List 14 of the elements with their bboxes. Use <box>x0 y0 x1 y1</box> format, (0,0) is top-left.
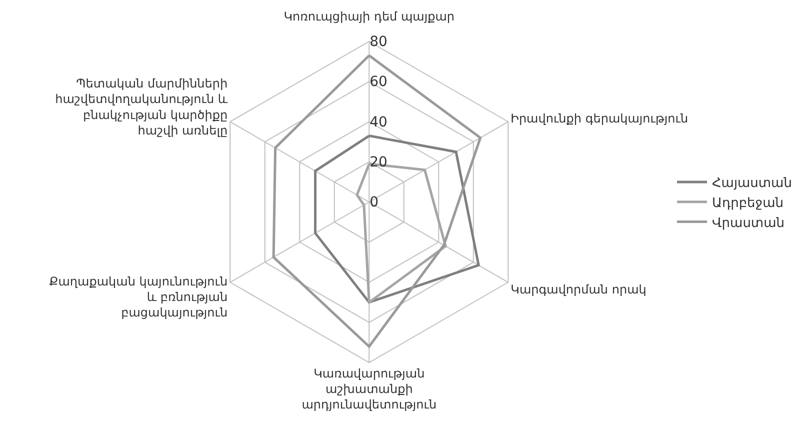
spoke-label: Քաղաքական կայունություն և բռնության բացակայություն <box>49 274 228 320</box>
legend-label: Վրաստան <box>712 216 784 231</box>
spoke-label: Կարգավորման որակ <box>510 282 646 296</box>
y-tick-label: 80 <box>370 34 388 50</box>
legend-label: Ադրբեջան <box>712 196 784 211</box>
y-tick-label: 20 <box>370 154 388 170</box>
spoke-label: Կոռուպցիայի դեմ պայքար <box>284 10 455 24</box>
y-tick-label: 0 <box>370 194 379 211</box>
legend-label: Հայաստան <box>712 176 792 192</box>
spoke-label: Իրավունքի գերակայություն <box>510 112 688 126</box>
spoke-label: Պետական մարմինների հաշվետվողականություն և բնակչության կարծիքը հաշվի առնելը <box>55 76 228 138</box>
y-tick-label: 40 <box>370 114 388 130</box>
spoke-label: Կառավարության աշխատանքի արդյունավետություն <box>302 366 437 412</box>
y-tick-label: 60 <box>370 74 388 90</box>
